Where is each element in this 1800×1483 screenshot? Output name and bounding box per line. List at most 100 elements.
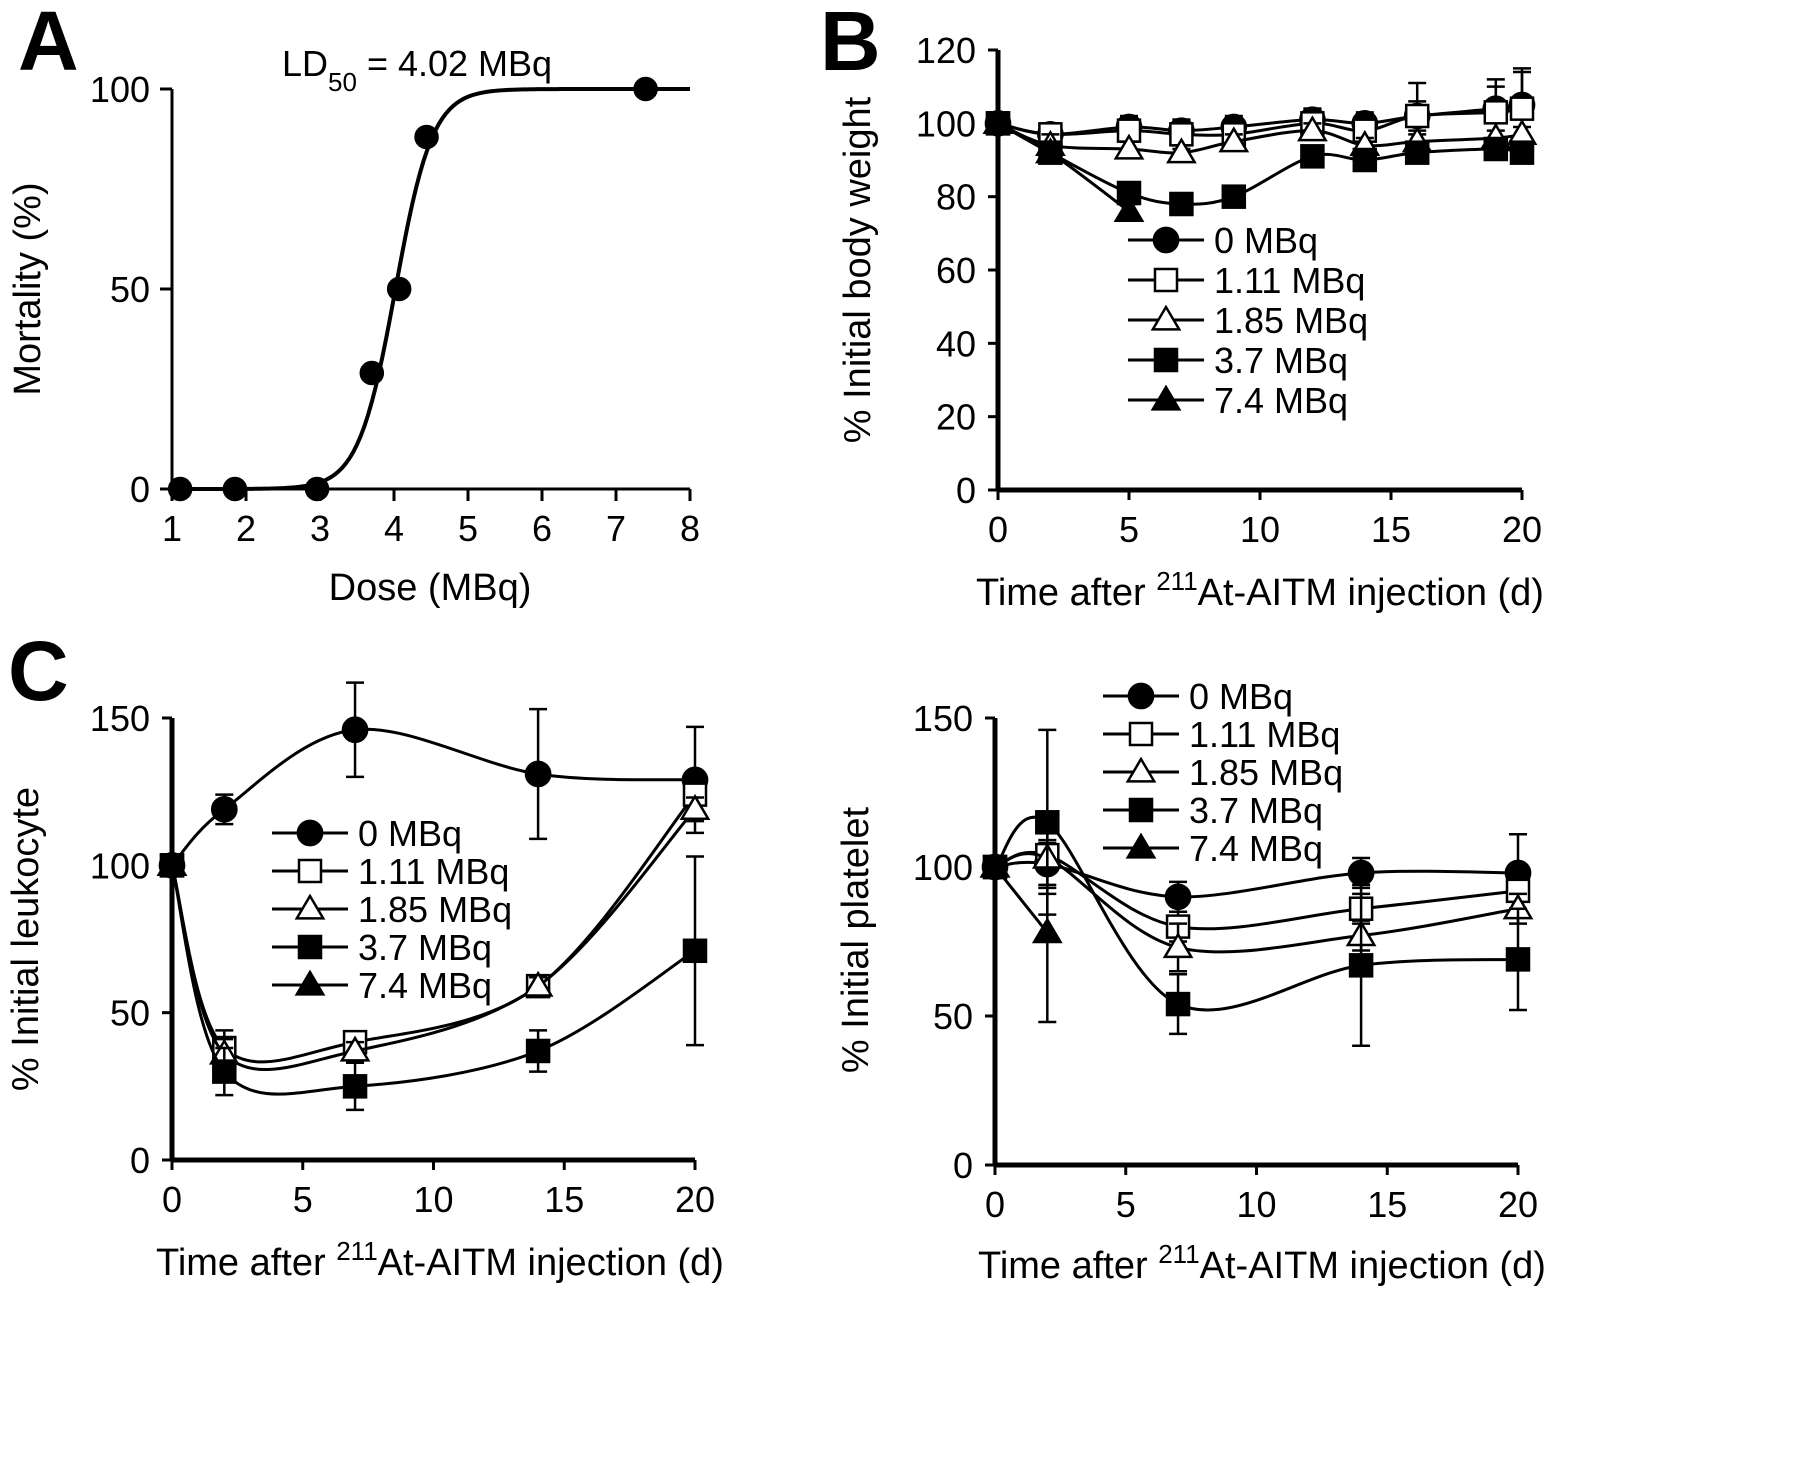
panel-A: A 1 2 3 4 5 6 7 8 0 50 100 Dose (MBq) Mortality (%) LD… [7, 0, 700, 609]
x-axis-title: Time after 211At-AITM injection (d) [978, 1239, 1546, 1287]
y-tick-label: 100 [916, 103, 976, 144]
series-3.7-MBq [985, 111, 1535, 217]
data-point [1035, 810, 1060, 835]
data-point [1169, 191, 1194, 217]
data-point [1165, 991, 1191, 1017]
y-tick-label: 0 [956, 470, 976, 511]
panel-letter: C [8, 624, 69, 718]
legend-marker [1150, 384, 1182, 411]
fit-curve [171, 87, 691, 491]
data-point [524, 760, 552, 788]
legend-marker [294, 969, 326, 996]
data-point [1505, 947, 1531, 972]
x-tick-label: 4 [384, 508, 404, 549]
data-point [1348, 953, 1374, 978]
y-tick-label: 100 [90, 845, 150, 886]
data-point [1404, 140, 1430, 165]
data-point [1162, 932, 1194, 959]
y-axis-title: % Initial leukocyte [5, 787, 47, 1091]
series-line [997, 121, 1523, 155]
legend-marker [1127, 682, 1155, 710]
y-tick-label: 120 [916, 30, 976, 71]
legend-marker [297, 858, 323, 884]
x-tick-label: 20 [1502, 509, 1542, 550]
data-point [212, 1059, 237, 1084]
data-point [414, 124, 439, 150]
legend-marker [1125, 756, 1157, 783]
xlabel-part: At-AITM injection (d) [1200, 1245, 1546, 1287]
xlabel-superscript: 211 [1156, 566, 1197, 596]
x-tick-label: 7 [606, 508, 626, 549]
panel-D: 0 5 10 15 20 0 50 100 150 Time after 211At-AITM i… [835, 676, 1546, 1287]
legend-label: 1.85 MBq [358, 889, 512, 930]
x-tick-label: 3 [310, 508, 330, 549]
data-point [982, 107, 1014, 134]
x-tick-label: 10 [1236, 1184, 1276, 1225]
x-tick-label: 2 [236, 508, 256, 549]
y-tick-label: 0 [130, 469, 150, 510]
data-point [1509, 96, 1535, 121]
series-line [997, 107, 1523, 137]
legend-marker [1150, 304, 1182, 331]
legend-label: 7.4 MBq [1189, 828, 1323, 869]
data-point [222, 476, 248, 502]
data-point [682, 938, 708, 964]
panel-C: C 0 5 10 15 20 0 50 100 150 Time after 211At-AITM … [5, 624, 724, 1284]
data-point [1113, 133, 1145, 160]
legend-label: 0 MBq [358, 813, 462, 854]
legend-marker [1128, 797, 1154, 823]
y-tick-label: 20 [936, 397, 976, 438]
legend-marker [1153, 267, 1179, 293]
panel-letter: B [820, 0, 881, 88]
data-point [341, 716, 369, 744]
legend-label: 7.4 MBq [1214, 380, 1348, 421]
x-tick-label: 10 [413, 1179, 453, 1220]
panel-letter: A [18, 0, 79, 88]
y-axis-title: % Initial platelet [835, 806, 877, 1073]
ld50-annotation: LD50 = 4.02 MBq [282, 43, 552, 97]
x-tick-label: 0 [988, 509, 1008, 550]
legend-label: 0 MBq [1214, 220, 1318, 261]
y-tick-label: 50 [110, 269, 150, 310]
data-point [633, 76, 658, 102]
series-1.85-MBq [982, 107, 1538, 164]
legend-marker [1125, 832, 1157, 859]
x-tick-label: 8 [680, 508, 700, 549]
data-point [1164, 883, 1192, 911]
legend-label: 1.11 MBq [1214, 260, 1365, 301]
x-tick-label: 6 [532, 508, 552, 549]
series-3.7-MBq [982, 728, 1531, 1048]
x-tick-label: 5 [458, 508, 478, 549]
data-point [1166, 137, 1197, 164]
legend-label: 3.7 MBq [1214, 340, 1348, 381]
data-point [979, 851, 1011, 878]
data-point [1218, 126, 1250, 153]
data-point [210, 795, 238, 823]
x-tick-label: 20 [1498, 1184, 1538, 1225]
data-point [1483, 136, 1509, 162]
data-point [1221, 184, 1247, 209]
data-point [1031, 917, 1063, 944]
x-axis-title: Time after 211At-AITM injection (d) [976, 566, 1544, 614]
legend-label: 1.11 MBq [1189, 714, 1340, 755]
data-point [1035, 137, 1066, 164]
legend-marker [1153, 347, 1179, 373]
legend-label: 1.85 MBq [1214, 300, 1368, 341]
x-tick-label: 5 [1119, 509, 1139, 550]
annotation-part: LD [282, 43, 328, 84]
x-tick-label: 0 [162, 1179, 182, 1220]
xlabel-superscript: 211 [1158, 1239, 1199, 1269]
y-tick-label: 50 [933, 996, 973, 1037]
data-point [156, 849, 188, 876]
data-point [359, 360, 385, 386]
legend-marker [296, 819, 324, 847]
x-tick-label: 10 [1240, 509, 1280, 550]
xlabel-part: At-AITM injection (d) [1198, 572, 1544, 614]
panel-B: B 0 5 10 15 20 0 20 40 60 80 100 120 Time after 211At… [820, 0, 1544, 614]
xlabel-part: Time after [156, 1242, 336, 1284]
annotation-part: = 4.02 MBq [357, 43, 552, 84]
data-point [1113, 195, 1145, 222]
